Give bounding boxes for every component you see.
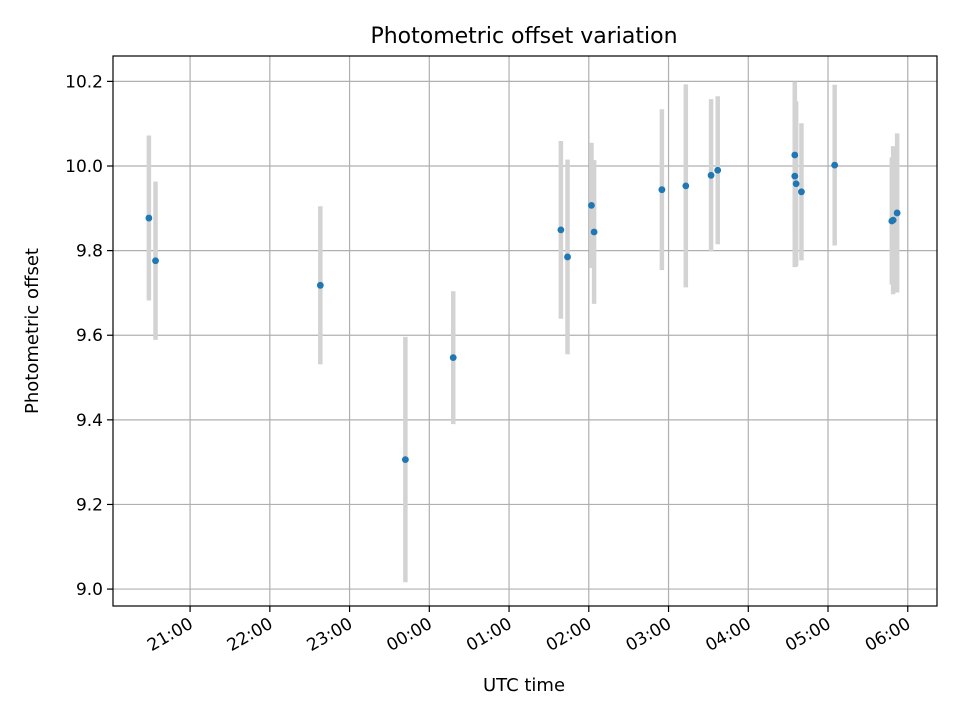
y-tick-label: 9.6 xyxy=(76,326,103,346)
x-tick-label: 01:00 xyxy=(463,614,515,656)
data-point xyxy=(449,354,457,362)
data-point xyxy=(791,172,799,180)
data-point xyxy=(792,180,800,188)
data-point xyxy=(588,201,595,209)
data-point xyxy=(831,161,839,169)
x-tick-label: 02:00 xyxy=(543,614,595,656)
x-axis-label: UTC time xyxy=(483,675,565,696)
data-point xyxy=(564,253,571,261)
data-point xyxy=(707,171,715,179)
data-point xyxy=(316,281,324,289)
y-tick-label: 10.0 xyxy=(65,157,103,177)
data-point xyxy=(145,214,153,222)
data-point xyxy=(714,166,722,174)
x-tick-label: 23:00 xyxy=(304,614,356,656)
y-tick-label: 9.2 xyxy=(76,495,103,515)
x-tick-label: 04:00 xyxy=(702,614,754,656)
data-point xyxy=(893,209,901,217)
x-tick-label: 06:00 xyxy=(862,614,914,656)
x-tick-label: 05:00 xyxy=(782,614,834,656)
x-tick-label: 00:00 xyxy=(383,614,435,656)
data-point xyxy=(152,257,159,265)
axis-ticks: 21:00 22:00 23:00 00:00 01:00 02:00 03:00 04:00… xyxy=(65,72,914,655)
data-point xyxy=(798,188,805,196)
x-tick-label: 21:00 xyxy=(144,614,196,656)
data-point xyxy=(682,182,690,190)
data-point xyxy=(590,228,598,236)
x-tick-label: 03:00 xyxy=(623,614,675,656)
chart-title: Photometric offset variation xyxy=(370,24,677,49)
y-axis-label: Photometric offset xyxy=(22,248,43,414)
x-tick-label: 22:00 xyxy=(224,614,276,656)
data-point xyxy=(658,186,666,194)
data-point xyxy=(557,226,565,234)
y-tick-label: 9.4 xyxy=(76,411,103,431)
plot-area xyxy=(112,55,938,607)
data-point xyxy=(889,216,897,224)
data-points xyxy=(145,151,901,464)
data-point xyxy=(791,151,799,159)
y-tick-label: 9.0 xyxy=(76,580,103,600)
y-tick-label: 9.8 xyxy=(76,242,103,262)
data-point xyxy=(401,456,409,464)
y-tick-label: 10.2 xyxy=(65,72,103,92)
error-bars xyxy=(146,81,900,583)
grid xyxy=(113,56,937,606)
